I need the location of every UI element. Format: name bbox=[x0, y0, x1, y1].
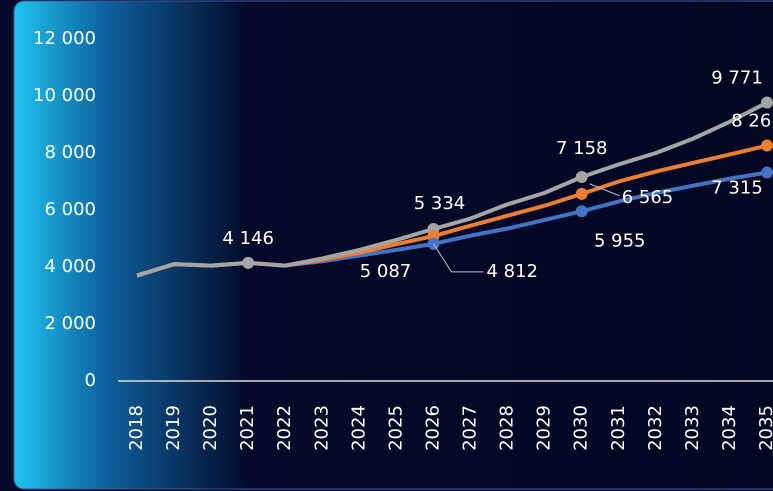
x-tick-label: 2035 bbox=[756, 405, 773, 451]
data-label: 5 955 bbox=[594, 230, 646, 251]
data-marker bbox=[575, 187, 588, 200]
data-label: 4 812 bbox=[486, 261, 538, 282]
x-tick-label: 2031 bbox=[608, 405, 629, 451]
x-tick-label: 2030 bbox=[571, 405, 592, 451]
data-marker bbox=[575, 170, 588, 183]
x-tick-label: 2023 bbox=[311, 405, 332, 451]
x-tick-label: 2032 bbox=[645, 405, 666, 451]
y-tick-label: 0 bbox=[85, 370, 96, 391]
x-tick-label: 2019 bbox=[163, 405, 184, 451]
x-tick-label: 2028 bbox=[497, 405, 518, 451]
y-tick-label: 4 000 bbox=[44, 256, 96, 277]
data-label: 7 158 bbox=[556, 138, 608, 159]
series-line bbox=[136, 100, 768, 278]
x-tick-label: 2027 bbox=[460, 405, 481, 451]
x-tick-label: 2033 bbox=[682, 405, 703, 451]
data-marker bbox=[761, 96, 773, 109]
x-tick-label: 2022 bbox=[274, 405, 295, 451]
leader-line bbox=[589, 183, 620, 197]
data-label: 5 334 bbox=[414, 193, 466, 214]
data-marker bbox=[761, 139, 773, 152]
data-marker bbox=[761, 166, 773, 179]
data-label: 5 087 bbox=[360, 261, 412, 282]
data-marker bbox=[575, 205, 588, 218]
x-tick-label: 2021 bbox=[237, 405, 258, 451]
x-tick-label: 2026 bbox=[422, 405, 443, 451]
data-label: 7 315 bbox=[711, 178, 763, 199]
x-tick-label: 2025 bbox=[385, 405, 406, 451]
x-tick-label: 2020 bbox=[200, 405, 221, 451]
data-marker bbox=[242, 256, 255, 269]
data-label: 4 146 bbox=[222, 228, 274, 249]
y-tick-label: 10 000 bbox=[33, 85, 96, 106]
data-label: 9 771 bbox=[711, 68, 763, 89]
data-label: 6 565 bbox=[622, 187, 674, 208]
x-tick-label: 2018 bbox=[126, 405, 147, 451]
y-tick-label: 12 000 bbox=[33, 28, 96, 49]
leader-line bbox=[433, 243, 484, 273]
x-tick-label: 2024 bbox=[348, 405, 369, 451]
y-tick-label: 8 000 bbox=[44, 142, 96, 163]
x-tick-label: 2034 bbox=[719, 405, 740, 451]
data-label: 8 261 bbox=[731, 111, 773, 132]
x-tick-label: 2029 bbox=[534, 405, 555, 451]
y-tick-label: 2 000 bbox=[44, 313, 96, 334]
y-tick-label: 6 000 bbox=[44, 199, 96, 220]
